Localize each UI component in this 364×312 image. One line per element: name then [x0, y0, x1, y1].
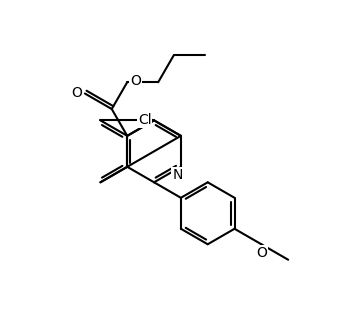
Text: O: O	[130, 74, 141, 88]
Text: O: O	[256, 246, 267, 260]
Text: N: N	[173, 168, 183, 182]
Text: O: O	[71, 86, 82, 100]
Text: Cl: Cl	[138, 113, 151, 126]
